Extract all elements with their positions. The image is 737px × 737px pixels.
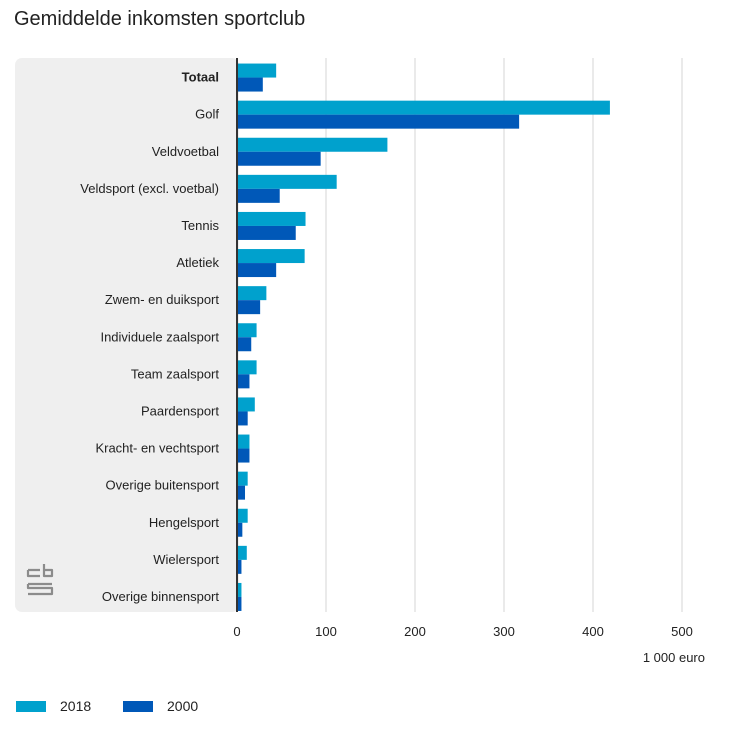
- bar-2000: [238, 596, 242, 611]
- cbs-logo-icon: [26, 564, 54, 596]
- bar-2018: [238, 471, 248, 486]
- category-label: Zwem- en duiksport: [105, 292, 220, 307]
- x-tick-label: 200: [404, 624, 426, 639]
- category-label: Kracht- en vechtsport: [95, 441, 219, 456]
- bar-2000: [238, 263, 277, 278]
- category-label: Golf: [195, 107, 219, 122]
- bar-2000: [238, 77, 263, 92]
- category-label: Hengelsport: [149, 515, 219, 530]
- bar-2018: [238, 211, 306, 226]
- bar-2000: [238, 448, 250, 463]
- x-tick-label: 300: [493, 624, 515, 639]
- legend-swatch-2000: [123, 700, 153, 712]
- bar-2018: [238, 286, 267, 301]
- bar-2000: [238, 151, 321, 166]
- bar-2018: [238, 582, 242, 597]
- bar-2018: [238, 323, 257, 338]
- category-label: Atletiek: [176, 255, 219, 270]
- bar-2000: [238, 114, 520, 129]
- bar-2000: [238, 522, 243, 537]
- bar-2018: [238, 137, 388, 152]
- bar-2000: [238, 225, 296, 240]
- category-label: Veldsport (excl. voetbal): [80, 181, 219, 196]
- legend-item-2018: 2018: [16, 698, 91, 714]
- bar-2018: [238, 545, 247, 560]
- bar-2000: [238, 337, 252, 352]
- category-label: Individuele zaalsport: [100, 329, 219, 344]
- bar-2000: [238, 300, 261, 315]
- bar-2018: [238, 63, 277, 78]
- category-label: Team zaalsport: [131, 366, 220, 381]
- category-label: Wielersport: [153, 552, 219, 567]
- bar-2018: [238, 174, 337, 189]
- category-label: Overige buitensport: [106, 478, 220, 493]
- bar-2018: [238, 397, 255, 412]
- bar-2018: [238, 434, 250, 449]
- legend-item-2000: 2000: [123, 698, 198, 714]
- legend-label-2018: 2018: [60, 698, 92, 714]
- bar-2000: [238, 485, 246, 500]
- tick-labels-layer: 0 100 200 300 400 500 1 000 euro: [233, 624, 705, 665]
- category-label: Tennis: [181, 218, 219, 233]
- bar-2018: [238, 360, 257, 375]
- x-tick-label: 400: [582, 624, 604, 639]
- category-panel: [15, 58, 239, 612]
- bar-2000: [238, 559, 242, 574]
- chart-title: Gemiddelde inkomsten sportclub: [14, 8, 306, 30]
- bar-2000: [238, 411, 248, 426]
- legend-label-2000: 2000: [167, 698, 199, 714]
- grid-layer: [236, 58, 683, 612]
- bar-2018: [238, 249, 305, 264]
- x-axis-label: 1 000 euro: [643, 650, 705, 665]
- category-label: Totaal: [182, 70, 219, 85]
- x-tick-label: 0: [233, 624, 240, 639]
- bar-2018: [238, 100, 610, 115]
- bar-2018: [238, 508, 248, 523]
- x-tick-label: 500: [671, 624, 693, 639]
- bar-2000: [238, 374, 250, 389]
- category-panel-layer: [15, 58, 239, 612]
- bars-layer: [238, 63, 610, 611]
- bar-2000: [238, 188, 280, 203]
- category-label: Veldvoetbal: [152, 144, 219, 159]
- category-label: Overige binnensport: [102, 589, 219, 604]
- legend-swatch-2018: [16, 700, 46, 712]
- category-label: Paardensport: [141, 403, 219, 418]
- x-tick-label: 100: [315, 624, 337, 639]
- category-labels-layer: Totaal Golf Veldvoetbal Veldsport (excl. vo…: [80, 70, 219, 604]
